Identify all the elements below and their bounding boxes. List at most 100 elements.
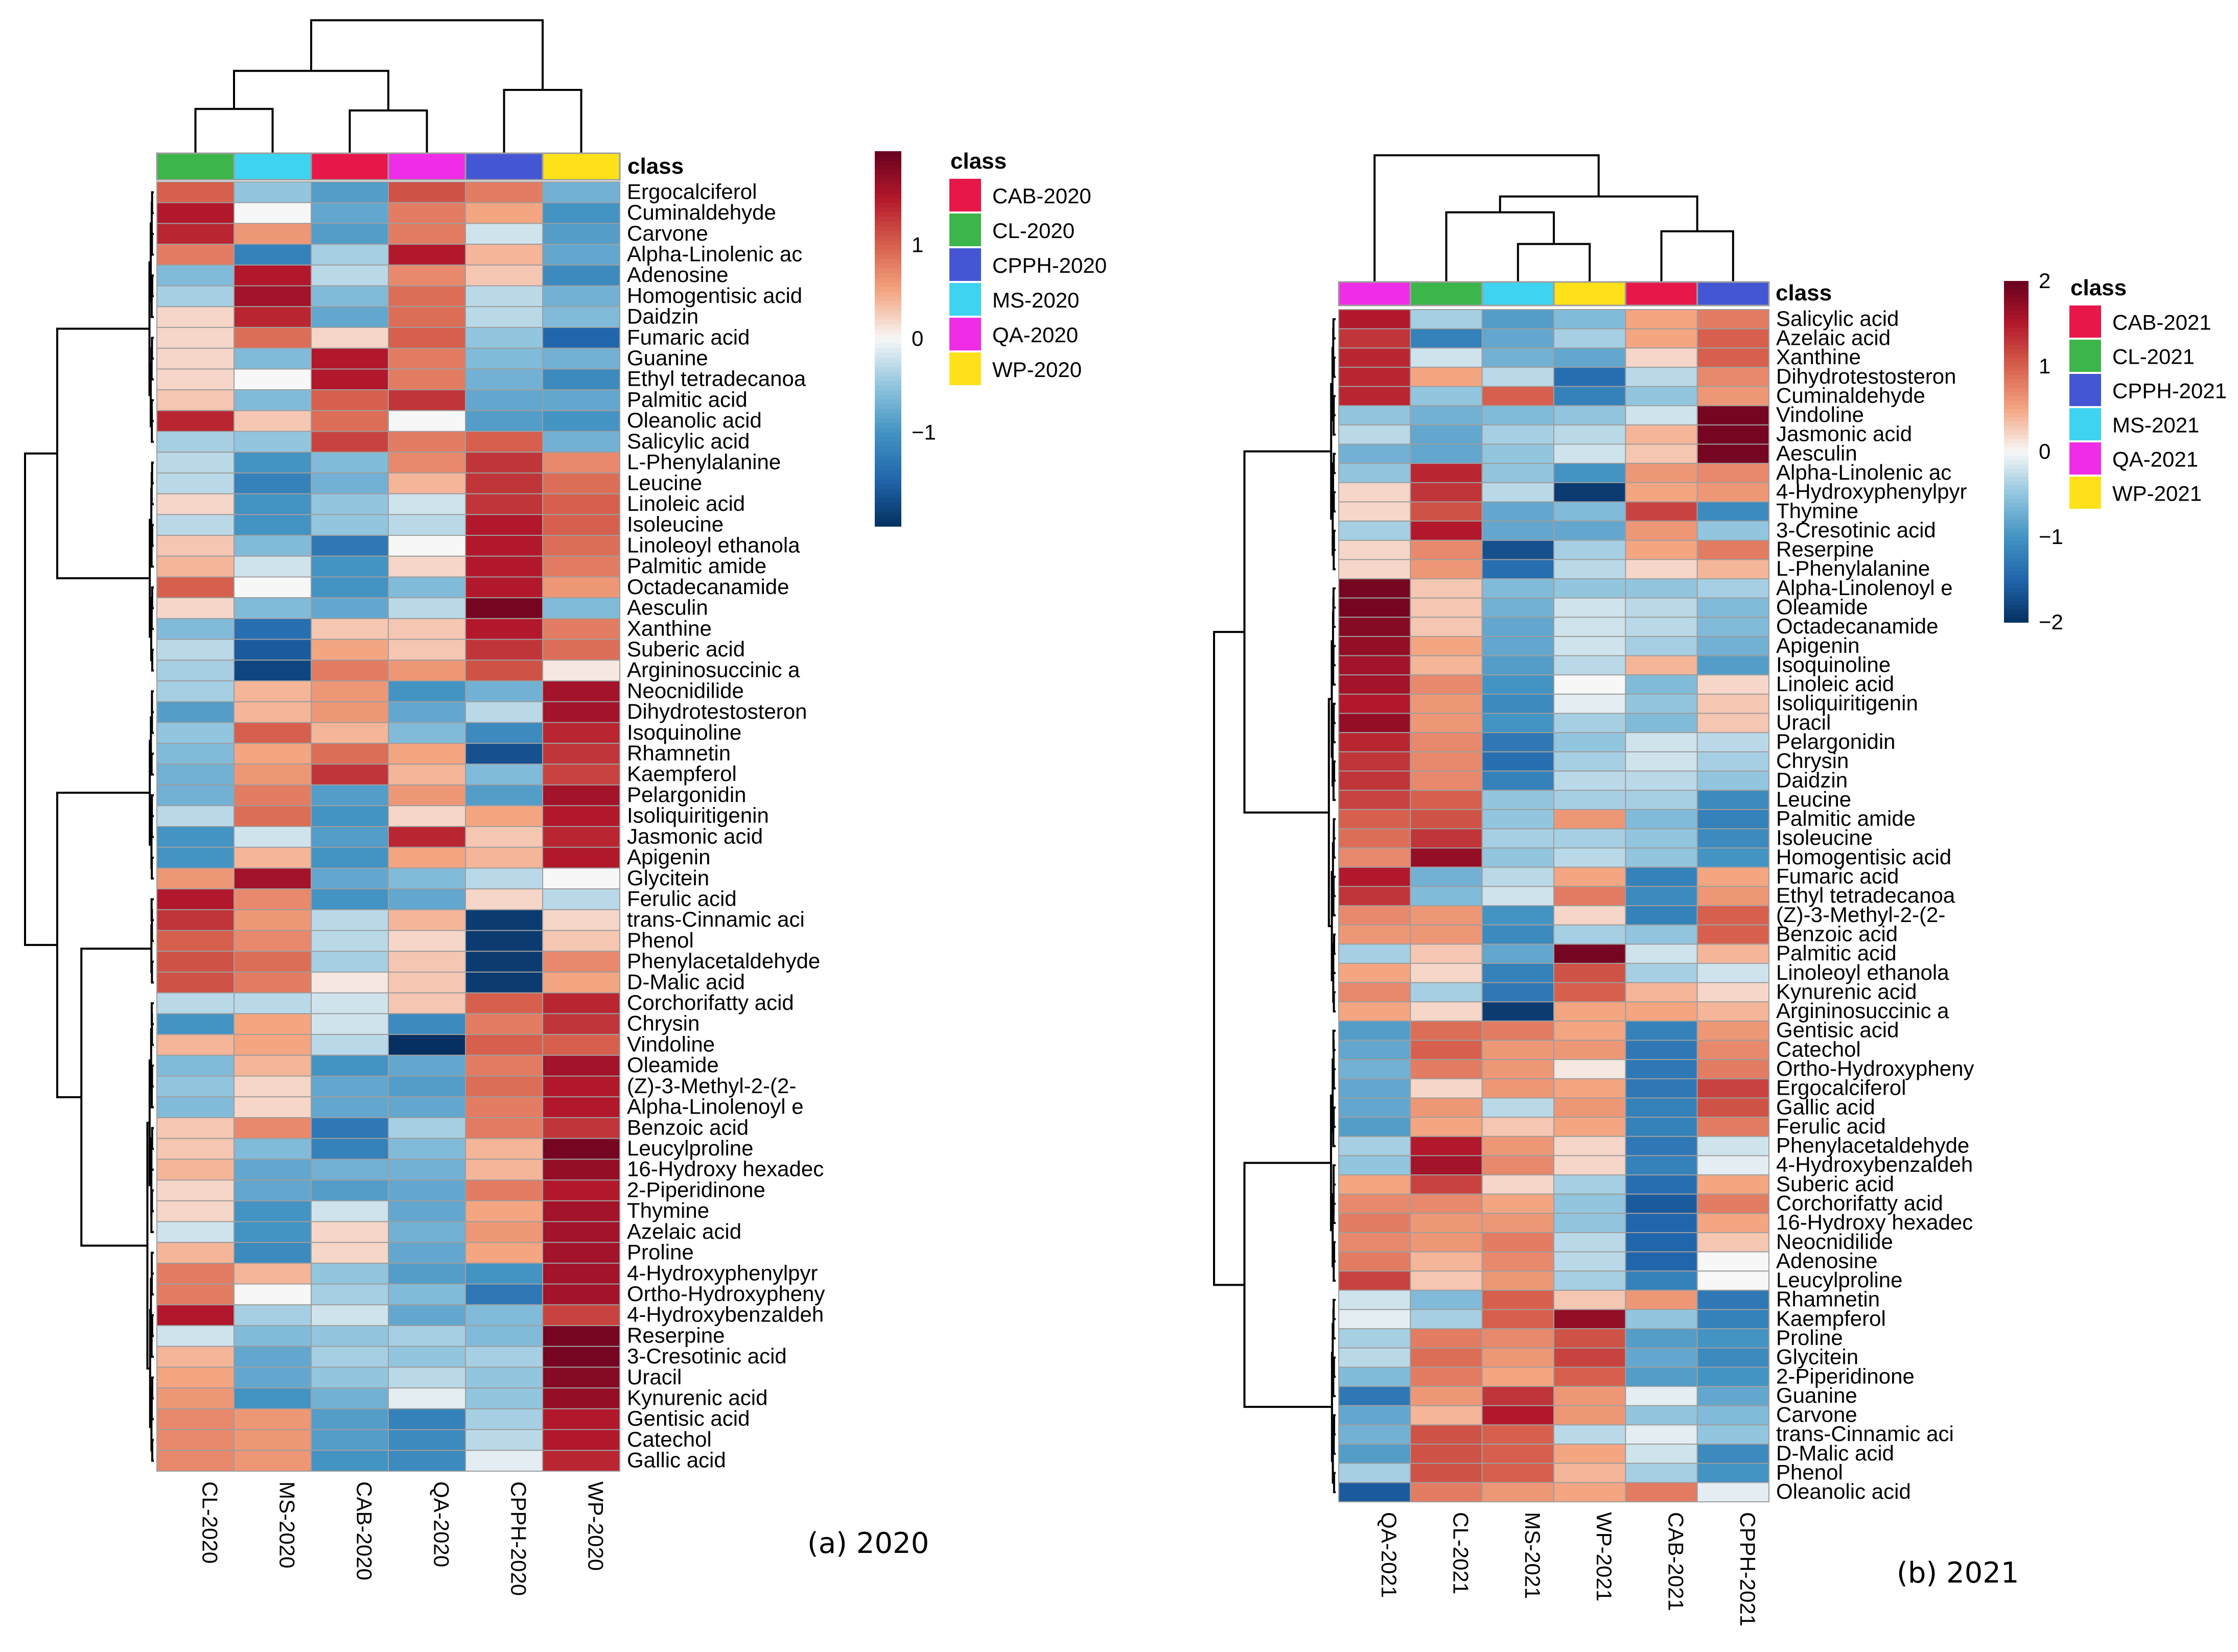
cell-b-51-4 [1625,1289,1698,1310]
cell-a-8-1 [234,347,312,370]
cell-b-48-1 [1410,1232,1483,1253]
cell-b-41-4 [1625,1097,1698,1118]
legend-swatch-5 [2069,477,2101,509]
cell-b-7-4 [1625,443,1698,464]
colorbar-segment-11 [875,202,901,208]
cell-b-17-2 [1481,635,1555,656]
cell-a-37-0 [156,951,235,973]
class-swatch-CAB-2020 [310,152,389,181]
colorbar-segment-39 [875,334,901,339]
cell-a-56-5 [542,1346,620,1368]
column-label-1: CL-2021 [1449,1512,1473,1594]
cell-a-14-4 [465,472,543,494]
cell-a-5-5 [542,285,620,308]
cell-b-42-2 [1481,1117,1555,1137]
cell-a-56-1 [234,1346,312,1368]
cell-a-59-2 [311,1408,389,1430]
cell-b-9-5 [1696,482,1770,503]
row-label-27: Isoleucine [1776,825,1873,849]
legend-label-2: CPPH-2021 [2112,379,2227,403]
row-label-20: Aesculin [627,596,708,620]
colorbar-segment-22 [875,254,901,260]
colorbar-segment-66 [2004,562,2029,568]
cell-a-30-3 [388,805,466,827]
cell-b-16-1 [1410,617,1483,637]
cell-b-42-4 [1625,1117,1698,1137]
row-label-7: Fumaric acid [627,325,750,349]
cell-a-15-0 [156,493,235,515]
cell-b-56-5 [1696,1386,1770,1406]
cell-b-41-1 [1410,1097,1483,1118]
colorbar-segment-47 [2004,481,2029,486]
cell-b-47-3 [1553,1213,1626,1233]
cell-b-52-1 [1410,1309,1483,1330]
cell-a-0-5 [542,181,620,203]
cell-b-18-0 [1338,655,1411,676]
legend-label-0: CAB-2021 [2112,311,2211,335]
cell-b-32-4 [1625,924,1698,945]
colorbar-segment-70 [2004,579,2029,584]
row-label-16: Octadecanamide [1776,614,1939,638]
cell-a-39-4 [465,992,543,1014]
colorbar-segment-57 [875,418,901,424]
cell-b-46-4 [1625,1193,1698,1214]
row-label-23: Argininosuccinic a [627,658,800,682]
cell-b-3-5 [1696,366,1770,387]
cell-b-7-5 [1696,443,1770,464]
cell-a-9-5 [542,368,620,391]
cell-b-8-2 [1481,463,1555,483]
cell-a-47-3 [388,1159,466,1181]
cell-b-19-1 [1410,674,1483,695]
legend-swatch-0 [2069,305,2101,338]
colorbar-segment-16 [2004,349,2029,354]
cell-b-22-0 [1338,732,1411,752]
cell-b-55-1 [1410,1366,1483,1387]
cell-a-56-2 [311,1346,389,1368]
row-label-51: Proline [627,1240,694,1264]
legend-swatch-3 [2069,408,2101,440]
row-dendrogram-2021 [1213,318,1336,1494]
colorbar-segment-65 [2004,558,2029,563]
cell-b-0-3 [1553,309,1626,329]
cell-b-2-1 [1410,347,1483,368]
cell-a-58-1 [234,1387,312,1409]
cell-b-61-2 [1481,1482,1555,1502]
cell-b-5-0 [1338,405,1411,426]
colorbar-segment-6 [875,179,901,185]
colorbar-segment-69 [875,475,901,480]
cell-a-30-4 [465,805,543,827]
cell-b-38-1 [1410,1040,1483,1060]
row-label-28: Kaempferol [627,762,737,786]
cell-a-47-1 [234,1159,312,1181]
colorbar-tick-1: 0 [912,326,923,350]
cell-a-43-1 [234,1075,312,1098]
colorbar-tick-0: −1 [912,420,936,444]
cell-a-22-1 [234,639,312,661]
row-label-48: 2-Piperidinone [627,1177,765,1201]
cell-b-12-2 [1481,539,1555,560]
row-label-40: Chrysin [627,1011,700,1035]
cell-a-27-3 [388,743,466,765]
cell-a-35-1 [234,909,312,931]
class-legend-2020: class CAB-2020 CL-2020 CPPH-2020 MS-2020 QA-2… [949,149,1107,385]
cell-a-60-1 [234,1429,312,1451]
colorbar-segment-14 [875,217,901,222]
cell-a-29-5 [542,784,620,807]
colorbar-segment-26 [2004,392,2029,397]
cell-b-13-2 [1481,559,1555,580]
cell-b-43-2 [1481,1136,1555,1157]
cell-b-29-0 [1338,866,1411,887]
cell-a-42-5 [542,1054,620,1077]
cell-a-2-2 [311,223,389,245]
cell-b-51-2 [1481,1289,1555,1310]
cell-a-39-5 [542,992,620,1014]
cell-b-25-2 [1481,790,1555,810]
cell-b-47-5 [1696,1213,1770,1233]
row-label-6: Jasmonic acid [1776,422,1912,446]
row-label-14: Leucine [627,470,702,494]
cell-b-33-4 [1625,943,1698,964]
row-label-18: Palmitic amide [627,554,766,578]
row-label-61: Oleanolic acid [1776,1479,1911,1503]
cell-a-46-2 [311,1138,389,1160]
cell-a-3-4 [465,244,543,266]
